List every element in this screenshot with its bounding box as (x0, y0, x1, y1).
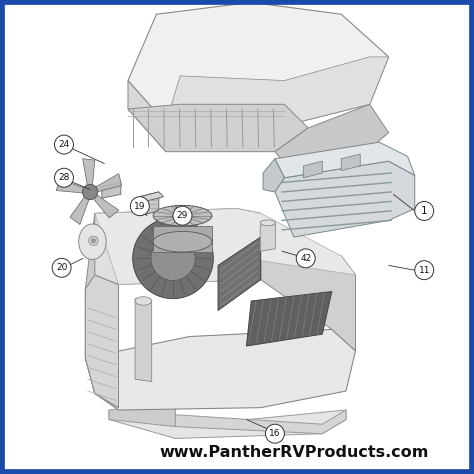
Text: 16: 16 (269, 429, 281, 438)
Ellipse shape (260, 220, 275, 226)
Polygon shape (109, 403, 175, 427)
Circle shape (133, 218, 213, 299)
Polygon shape (275, 161, 415, 237)
Circle shape (130, 197, 149, 216)
Polygon shape (85, 213, 118, 408)
Polygon shape (82, 159, 95, 187)
Text: 11: 11 (419, 266, 430, 274)
Polygon shape (175, 410, 346, 434)
Circle shape (415, 261, 434, 280)
Circle shape (173, 206, 192, 225)
Circle shape (55, 168, 73, 187)
Polygon shape (275, 142, 415, 178)
Polygon shape (140, 192, 159, 216)
Circle shape (265, 424, 284, 443)
Polygon shape (95, 209, 356, 284)
Circle shape (52, 258, 71, 277)
Polygon shape (85, 275, 118, 408)
Polygon shape (166, 57, 389, 128)
Polygon shape (95, 209, 261, 284)
Text: 29: 29 (177, 211, 188, 220)
Polygon shape (85, 329, 356, 410)
Polygon shape (246, 292, 332, 346)
Text: 19: 19 (134, 202, 146, 210)
Polygon shape (102, 182, 121, 198)
Text: 24: 24 (58, 140, 70, 149)
Circle shape (82, 184, 98, 200)
Polygon shape (94, 173, 122, 192)
Polygon shape (275, 104, 389, 175)
Polygon shape (263, 159, 284, 192)
Ellipse shape (153, 205, 212, 226)
Circle shape (91, 239, 95, 243)
Circle shape (55, 135, 73, 154)
Circle shape (296, 249, 315, 268)
Polygon shape (140, 192, 164, 201)
Text: 28: 28 (58, 173, 70, 182)
Polygon shape (218, 237, 261, 310)
Text: 42: 42 (300, 254, 311, 263)
Polygon shape (260, 223, 275, 251)
Polygon shape (128, 2, 389, 128)
Text: 1: 1 (421, 206, 428, 216)
Polygon shape (92, 194, 119, 218)
Polygon shape (135, 299, 152, 382)
Circle shape (89, 236, 98, 246)
Ellipse shape (153, 231, 212, 252)
Circle shape (151, 236, 195, 281)
Circle shape (415, 201, 434, 220)
Polygon shape (56, 179, 86, 193)
Ellipse shape (79, 224, 106, 260)
Text: 20: 20 (56, 264, 67, 272)
Polygon shape (128, 104, 308, 152)
Polygon shape (303, 161, 322, 178)
Polygon shape (70, 195, 90, 225)
Polygon shape (341, 154, 360, 171)
Polygon shape (261, 256, 356, 351)
Polygon shape (128, 81, 166, 152)
Text: www.PantherRVProducts.com: www.PantherRVProducts.com (159, 445, 428, 460)
Ellipse shape (175, 213, 190, 219)
Polygon shape (109, 410, 346, 438)
Polygon shape (153, 226, 212, 252)
Ellipse shape (135, 297, 152, 305)
